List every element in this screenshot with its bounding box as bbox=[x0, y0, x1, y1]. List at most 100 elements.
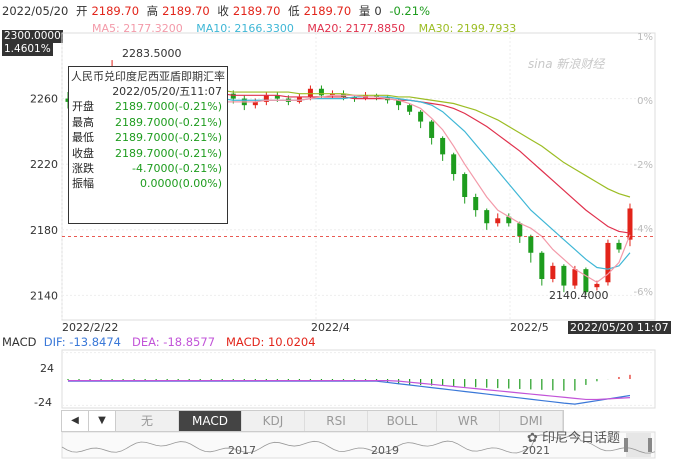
scroller-line bbox=[61, 433, 656, 454]
ma30-legend: MA30: 2199.7933 bbox=[418, 22, 517, 35]
header-low-label: 低 bbox=[288, 4, 300, 18]
candle-body bbox=[329, 93, 335, 96]
tooltip-row-value: 2189.7000(-0.21%) bbox=[115, 131, 222, 145]
candle-body bbox=[307, 88, 313, 97]
candle-body bbox=[318, 88, 324, 96]
sina-watermark-text: 新浪财经 bbox=[556, 57, 605, 71]
pct-tick-label: 0% bbox=[637, 96, 653, 107]
y-tick-label: 2260 bbox=[30, 93, 58, 106]
ohlc-tooltip: 人民币兑印度尼西亚盾即期汇率 2022/05/20/五11:07 开盘 2189.… bbox=[68, 66, 228, 224]
tooltip-row: 最低 2189.7000(-0.21%) bbox=[69, 130, 227, 145]
ma-legend: MA5: 2177.3200 MA10: 2166.3300 MA20: 217… bbox=[92, 22, 526, 35]
tooltip-row-key: 收盘 bbox=[72, 146, 94, 160]
tab-wr[interactable]: WR bbox=[437, 411, 500, 431]
macd-dea: DEA: -18.8577 bbox=[131, 335, 216, 349]
x-label-0: 2022/2/22 bbox=[62, 321, 119, 334]
low-annotation: 2140.4000 bbox=[549, 289, 609, 302]
header-date: 2022/05/20 bbox=[2, 4, 69, 18]
tab-macd[interactable]: MACD bbox=[179, 411, 242, 431]
candle-body bbox=[572, 269, 578, 286]
candle-body bbox=[462, 174, 468, 197]
macd-y-top: 24 bbox=[40, 362, 54, 375]
macd-title: MACD bbox=[2, 335, 37, 349]
candle-body bbox=[561, 265, 567, 286]
range-scroller bbox=[61, 431, 656, 459]
tooltip-row: 涨跌 -4.7000(-0.21%) bbox=[69, 161, 227, 176]
candle-body bbox=[374, 95, 380, 97]
candle-body bbox=[396, 100, 402, 106]
next-arrow-icon[interactable]: ▼ bbox=[89, 411, 116, 431]
tooltip-row: 开盘 2189.7000(-0.21%) bbox=[69, 99, 227, 114]
scroller-frame bbox=[61, 431, 656, 459]
y-axis-top-value: 2300.0000 bbox=[2, 30, 63, 43]
candle-body bbox=[263, 95, 269, 102]
pct-tick-label: -4% bbox=[634, 224, 653, 235]
header-high-label: 高 bbox=[146, 4, 159, 18]
candle-body bbox=[484, 210, 490, 224]
tooltip-row-key: 开盘 bbox=[72, 100, 94, 114]
candle-body bbox=[627, 208, 633, 240]
ma5-legend: MA5: 2177.3200 bbox=[92, 22, 183, 35]
scroller-handle-left bbox=[624, 438, 628, 452]
pct-tick-label: -2% bbox=[634, 160, 653, 171]
candle-body bbox=[407, 105, 413, 112]
tab-none[interactable]: 无 bbox=[116, 411, 179, 431]
candle-body bbox=[616, 242, 622, 250]
tooltip-row-key: 最低 bbox=[72, 131, 94, 145]
header-low: 2189.70 bbox=[303, 4, 352, 18]
candle-body bbox=[583, 269, 589, 293]
pct-tick-label: -6% bbox=[634, 287, 653, 298]
x-label-2: 2022/5 bbox=[510, 321, 549, 334]
candle-body bbox=[352, 96, 357, 99]
y-tick-label: 2140 bbox=[30, 289, 58, 302]
candle-body bbox=[440, 137, 446, 155]
tooltip-row-value: 0.0000(0.00%) bbox=[139, 177, 222, 191]
header-vol: 0 bbox=[374, 4, 382, 18]
y-axis-top-pct: 1.4601% bbox=[2, 43, 53, 56]
indicator-tabs: ◀ ▼ 无 MACD KDJ RSI BOLL WR DMI bbox=[61, 410, 564, 432]
candle-body bbox=[517, 223, 523, 237]
tab-dmi[interactable]: DMI bbox=[500, 411, 563, 431]
chart-frame bbox=[61, 32, 656, 321]
candle-body bbox=[274, 95, 280, 99]
tooltip-row-value: -4.7000(-0.21%) bbox=[132, 162, 222, 176]
dif-line bbox=[68, 380, 631, 405]
candle-body bbox=[550, 265, 556, 279]
header-change-pct: -0.21% bbox=[389, 4, 430, 18]
sina-watermark: sina 新浪财经 bbox=[528, 55, 604, 72]
tab-boll[interactable]: BOLL bbox=[368, 411, 437, 431]
macd-frame bbox=[61, 349, 656, 409]
x-label-1: 2022/4 bbox=[311, 321, 350, 334]
scroller-window bbox=[626, 433, 651, 457]
macd-dif: DIF: -13.8474 bbox=[43, 335, 122, 349]
tooltip-row-value: 2189.7000(-0.21%) bbox=[115, 146, 222, 160]
prev-arrow-icon[interactable]: ◀ bbox=[62, 411, 89, 431]
candle-body bbox=[506, 216, 512, 224]
candle-body bbox=[495, 218, 501, 224]
macd-legend: MACD DIF: -13.8474 DEA: -18.8577 MACD: 1… bbox=[2, 335, 316, 349]
candle-body bbox=[605, 242, 611, 283]
pct-tick-label: 1% bbox=[637, 32, 653, 43]
scroller-handle-right bbox=[648, 438, 652, 452]
candle-body bbox=[594, 283, 600, 288]
tooltip-time: 2022/05/20/五11:07 bbox=[112, 85, 222, 98]
tooltip-title: 人民币兑印度尼西亚盾即期汇率 bbox=[71, 70, 225, 83]
ma20-legend: MA20: 2177.8850 bbox=[307, 22, 406, 35]
y-tick-label: 2220 bbox=[30, 158, 58, 171]
scroller-year-2: 2021 bbox=[522, 444, 550, 457]
header-close: 2189.70 bbox=[232, 4, 281, 18]
tab-kdj[interactable]: KDJ bbox=[242, 411, 305, 431]
tooltip-row: 收盘 2189.7000(-0.21%) bbox=[69, 146, 227, 161]
candle-body bbox=[418, 111, 424, 122]
tab-rsi[interactable]: RSI bbox=[305, 411, 368, 431]
tooltip-row-key: 最高 bbox=[72, 115, 94, 129]
wechat-icon: ✿ bbox=[527, 431, 538, 446]
candle-body bbox=[252, 101, 258, 106]
scroller-year-1: 2019 bbox=[371, 444, 399, 457]
ma10-legend: MA10: 2166.3300 bbox=[196, 22, 294, 35]
sina-logo-icon: sina bbox=[528, 57, 553, 71]
header-open-label: 开 bbox=[75, 4, 88, 18]
dea-line bbox=[68, 380, 631, 401]
